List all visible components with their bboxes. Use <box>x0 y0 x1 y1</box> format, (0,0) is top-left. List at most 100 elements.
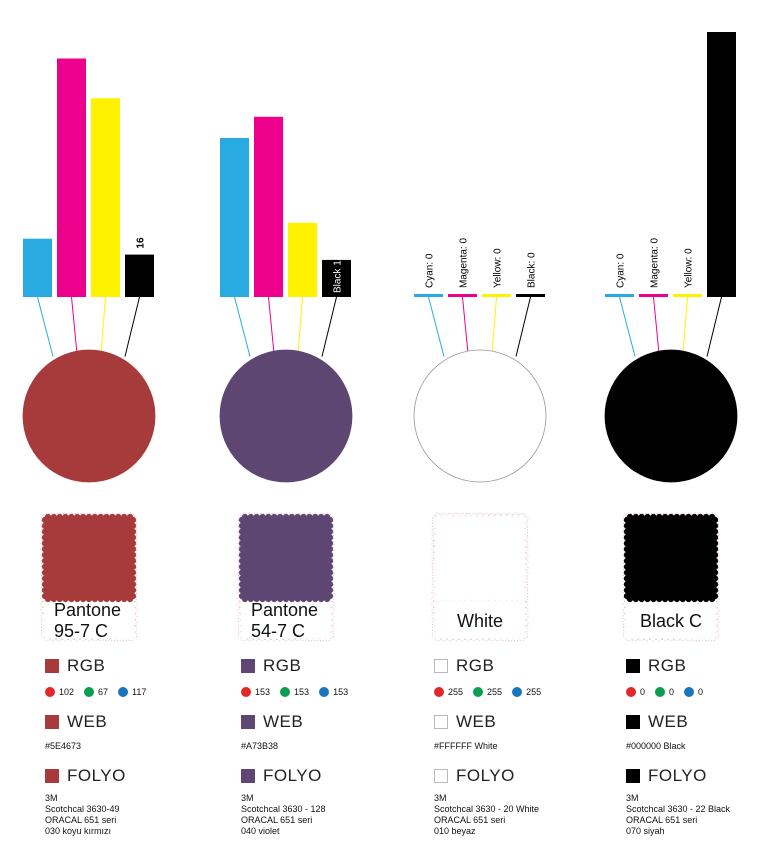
info-column-3: RGB 255 255 255 WEB #FFFFFF White FOLYO 3M Scotc… <box>434 655 624 837</box>
card-title-2-1: Pantone <box>251 600 318 620</box>
connector-magenta-3 <box>462 296 469 354</box>
bar-black-1 <box>125 254 154 297</box>
bar-magenta-2 <box>254 116 283 297</box>
rgb-blue-value: 255 <box>512 687 541 697</box>
stamp-color-3 <box>432 513 528 603</box>
rgb-values-2: 153 153 153 <box>241 685 431 699</box>
green-dot-icon <box>280 687 291 697</box>
info-column-4: RGB 0 0 0 WEB #000000 Black FOLYO 3M Scotchcal 3… <box>626 655 765 837</box>
value-label-3-4: Black: 0 <box>527 252 538 288</box>
folyo-line-2: Scotchcal 3630-49 <box>45 804 120 814</box>
rgb-red-value: 153 <box>241 687 270 697</box>
swatch-circle-1 <box>22 349 156 483</box>
value-label-3-1: Cyan: 0 <box>425 253 436 288</box>
folyo-info-3: 3M Scotchcal 3630 - 20 White ORACAL 651 se… <box>434 793 624 837</box>
rgb-square-icon <box>241 659 255 673</box>
folyo-line-4: 030 koyu kırmızı <box>45 826 112 836</box>
web-square-icon <box>45 715 59 729</box>
bar-black-2 <box>322 259 351 297</box>
swatch-circle-3 <box>413 349 547 483</box>
folyo-line-3: ORACAL 651 seri <box>45 815 117 825</box>
blue-dot-icon <box>118 687 129 697</box>
red-dot-icon <box>626 687 636 697</box>
stamp-color-1 <box>41 513 137 603</box>
folyo-label: FOLYO <box>67 766 126 785</box>
folyo-square-icon <box>626 769 640 783</box>
bar-magenta-1 <box>57 58 86 297</box>
folyo-square-icon <box>434 769 448 783</box>
web-heading-4: WEB <box>626 711 765 733</box>
value-label-3-2: Magenta: 0 <box>459 238 470 288</box>
web-value-2: #A73B38 <box>241 741 279 751</box>
rgb-red-value: 0 <box>626 687 645 697</box>
folyo-line-4: 040 violet <box>241 826 280 836</box>
rgb-blue-value: 117 <box>118 687 146 697</box>
web-label: WEB <box>263 712 304 731</box>
spacer <box>45 753 235 765</box>
connector-yellow-3 <box>491 296 497 354</box>
folyo-line-1: 3M <box>45 793 58 803</box>
connector-cyan-3 <box>428 296 445 357</box>
swatch-circle-4 <box>604 349 738 483</box>
folyo-line-1: 3M <box>434 793 447 803</box>
web-heading-1: WEB <box>45 711 235 733</box>
connector-magenta-4 <box>653 296 660 354</box>
folyo-line-1: 3M <box>626 793 639 803</box>
folyo-line-2: Scotchcal 3630 - 128 <box>241 804 326 814</box>
folyo-line-2: Scotchcal 3630 - 20 White <box>434 804 540 814</box>
spacer <box>45 699 235 711</box>
bar-yellow-2 <box>288 222 317 297</box>
connector-cyan-2 <box>234 296 251 357</box>
bar-black-3 <box>516 294 545 297</box>
card-title-2-2: 54-7 C <box>251 621 305 641</box>
rgb-values-3: 255 255 255 <box>434 685 624 699</box>
blue-dot-icon <box>319 687 330 697</box>
web-value-1: #5E4673 <box>45 741 82 751</box>
bar-yellow-3 <box>482 294 511 297</box>
rgb-heading-2: RGB <box>241 655 431 677</box>
blue-dot-icon <box>512 687 523 697</box>
bar-cyan-2 <box>220 138 249 297</box>
spacer <box>434 753 624 765</box>
spacer <box>241 753 431 765</box>
rgb-heading-3: RGB <box>434 655 624 677</box>
connector-magenta-1 <box>71 296 78 354</box>
bar-yellow-1 <box>91 98 120 297</box>
swatch-circle-2 <box>219 349 353 483</box>
folyo-line-3: ORACAL 651 seri <box>434 815 506 825</box>
green-dot-icon <box>84 687 95 697</box>
connector-yellow-2 <box>297 296 303 354</box>
bar-cyan-1 <box>23 238 52 297</box>
spacer <box>241 699 431 711</box>
rgb-green-value: 255 <box>473 687 502 697</box>
green-dot-icon <box>473 687 484 697</box>
connector-black-2 <box>321 296 337 357</box>
folyo-line-2: Scotchcal 3630 - 22 Black <box>626 804 731 814</box>
folyo-info-4: 3M Scotchcal 3630 - 22 Black ORACAL 651 se… <box>626 793 765 837</box>
rgb-blue-value: 153 <box>319 687 348 697</box>
rgb-heading-4: RGB <box>626 655 765 677</box>
rgb-square-icon <box>626 659 640 673</box>
folyo-heading-1: FOLYO <box>45 765 235 787</box>
web-label: WEB <box>456 712 497 731</box>
folyo-heading-3: FOLYO <box>434 765 624 787</box>
connector-black-1 <box>124 296 140 357</box>
red-dot-icon <box>241 687 251 697</box>
rgb-label: RGB <box>263 656 302 675</box>
folyo-label: FOLYO <box>648 766 707 785</box>
blue-dot-icon <box>684 687 695 697</box>
info-column-2: RGB 153 153 153 WEB #A73B38 FOLYO 3M Scotchcal 3… <box>241 655 431 837</box>
web-square-icon <box>434 715 448 729</box>
connector-black-3 <box>515 296 531 357</box>
bar-cyan-4 <box>605 294 634 297</box>
bar-black-4 <box>707 32 736 297</box>
web-heading-2: WEB <box>241 711 431 733</box>
folyo-line-3: ORACAL 651 seri <box>626 815 698 825</box>
connector-yellow-1 <box>100 296 106 354</box>
rgb-label: RGB <box>648 656 687 675</box>
connector-magenta-2 <box>268 296 275 354</box>
folyo-heading-4: FOLYO <box>626 765 765 787</box>
card-title-1-2: 95-7 C <box>54 621 108 641</box>
